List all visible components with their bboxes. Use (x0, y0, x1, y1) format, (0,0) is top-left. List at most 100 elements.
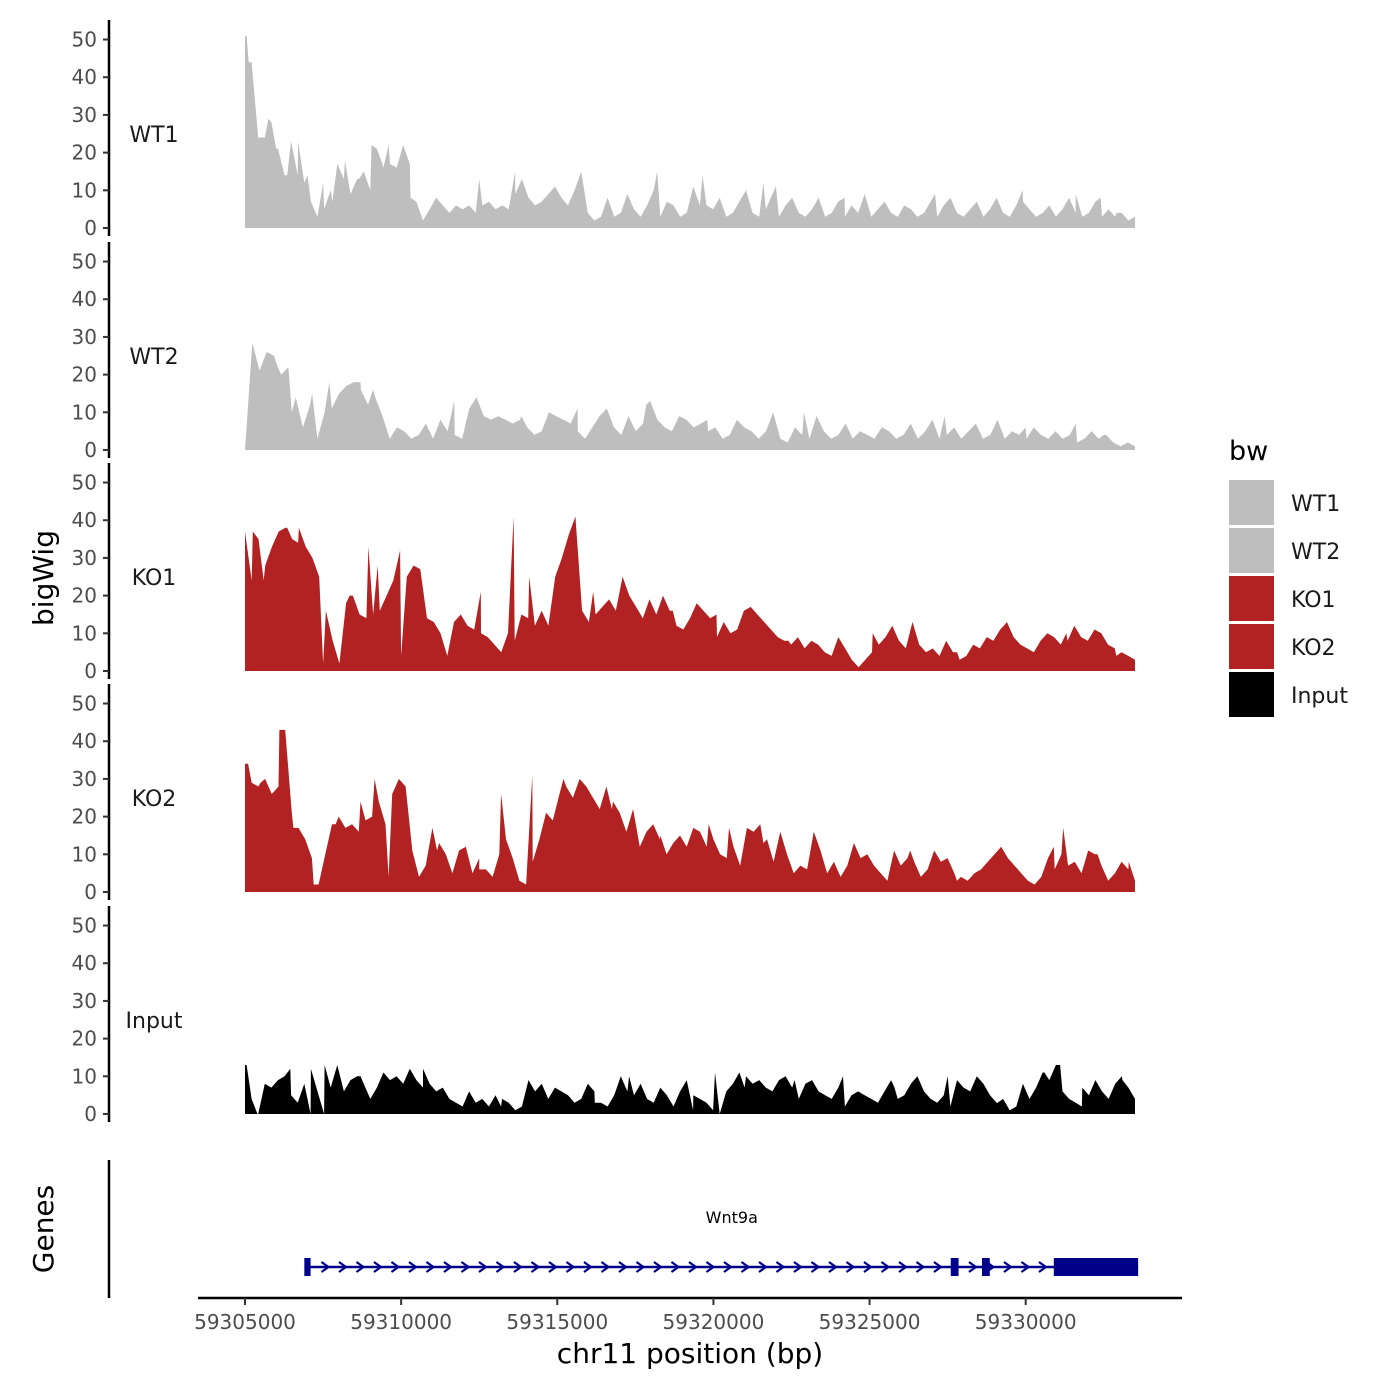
strand-arrow (1003, 1261, 1013, 1273)
y-tick-label: 0 (84, 659, 97, 683)
legend-label: KO2 (1291, 636, 1336, 661)
y-tick-label: 10 (72, 1064, 97, 1088)
y-tick-label: 30 (72, 103, 97, 127)
x-tick-label: 59305000 (194, 1310, 296, 1334)
y-tick-label: 10 (72, 842, 97, 866)
x-tick-label: 59325000 (819, 1310, 921, 1334)
area-ko1 (245, 516, 1135, 671)
track-label-input: Input (126, 1009, 183, 1034)
y-axis-title: bigWig (27, 530, 60, 626)
y-tick-label: 30 (72, 325, 97, 349)
y-tick-label: 50 (72, 250, 97, 274)
strand-arrow (828, 1261, 838, 1273)
strand-arrow (863, 1261, 873, 1273)
x-tick-label: 59330000 (975, 1310, 1077, 1334)
track-label-ko2: KO2 (132, 787, 177, 812)
track-label-ko1: KO1 (132, 566, 177, 591)
y-tick-label: 50 (72, 914, 97, 938)
strand-arrow (408, 1261, 418, 1273)
strand-arrow (355, 1261, 366, 1273)
gene-exon (950, 1258, 959, 1276)
strand-arrow (495, 1261, 506, 1273)
strand-arrow (425, 1261, 436, 1273)
strand-arrow (548, 1261, 558, 1273)
legend-label: WT2 (1291, 540, 1340, 565)
y-tick-label: 0 (84, 880, 97, 904)
strand-arrow (320, 1261, 331, 1273)
legend-label: Input (1291, 684, 1348, 709)
strand-arrow (530, 1261, 541, 1273)
strand-arrow (933, 1261, 943, 1273)
y-tick-label: 10 (72, 400, 97, 424)
gene-wnt9a: Wnt9a (304, 1208, 1139, 1276)
y-tick-label: 0 (84, 1102, 97, 1126)
gene-panel: Wnt9a (107, 1160, 1139, 1298)
y-tick-label: 40 (72, 287, 97, 311)
strand-arrow (1038, 1261, 1048, 1273)
strand-arrow (390, 1261, 401, 1273)
legend-entry-ko2: KO2 (1229, 624, 1336, 669)
y-tick-label: 30 (72, 546, 97, 570)
y-tick-label: 10 (72, 621, 97, 645)
legend-key (1229, 672, 1274, 717)
y-tick-label: 50 (72, 471, 97, 495)
strand-arrow (740, 1261, 751, 1273)
strand-arrow (635, 1261, 646, 1273)
gene-exon (981, 1258, 990, 1276)
strand-arrow (460, 1261, 471, 1273)
x-axis-title: chr11 position (bp) (557, 1337, 823, 1370)
y-tick-label: 30 (72, 767, 97, 791)
y-tick-label: 0 (84, 216, 97, 240)
strand-arrow (513, 1261, 523, 1273)
coverage-tracks: 0 10 20 30 40 50 WT1 0 10 20 30 40 50 WT2 0 10 20 30 40 50 K… (72, 20, 1135, 1126)
y-tick-label: 20 (72, 1027, 97, 1051)
track-label-wt2: WT2 (129, 345, 178, 370)
legend-key (1229, 576, 1274, 621)
track-wt1: 0 10 20 30 40 50 WT1 (72, 20, 1135, 240)
strand-arrow (373, 1261, 383, 1273)
strand-arrow (775, 1261, 786, 1273)
area-wt1 (245, 35, 1135, 228)
gene-exon (304, 1258, 311, 1276)
y-tick-label: 20 (72, 584, 97, 608)
y-tick-label: 10 (72, 178, 97, 202)
strand-arrow (793, 1261, 803, 1273)
y-tick-label: 0 (84, 438, 97, 462)
strand-arrow (338, 1261, 348, 1273)
legend-key (1229, 528, 1274, 573)
legend-key (1229, 480, 1274, 525)
y-tick-label: 40 (72, 65, 97, 89)
strand-arrow (915, 1261, 926, 1273)
strand-arrow (478, 1261, 488, 1273)
y-tick-label: 30 (72, 989, 97, 1013)
x-axis: 59305000 59310000 59315000 59320000 59325000… (194, 1296, 1182, 1334)
gene-name-label: Wnt9a (706, 1208, 758, 1227)
strand-arrow (723, 1261, 733, 1273)
track-input: 0 10 20 30 40 50 Input (72, 906, 1135, 1126)
legend: bw WT1 WT2 KO1 KO2 Input (1229, 436, 1348, 717)
x-tick-label: 59310000 (350, 1310, 452, 1334)
legend-entry-wt2: WT2 (1229, 528, 1340, 573)
genes-axis-title: Genes (27, 1185, 60, 1273)
track-label-wt1: WT1 (129, 123, 178, 148)
x-tick-label: 59320000 (663, 1310, 765, 1334)
strand-arrow (880, 1261, 891, 1273)
y-tick-label: 20 (72, 141, 97, 165)
y-tick-label: 40 (72, 729, 97, 753)
strand-arrow (1020, 1261, 1031, 1273)
strand-arrow (810, 1261, 821, 1273)
track-ko1: 0 10 20 30 40 50 KO1 (72, 463, 1135, 683)
strand-arrow (688, 1261, 698, 1273)
area-wt2 (245, 344, 1135, 450)
x-tick-label: 59315000 (506, 1310, 608, 1334)
legend-entry-ko1: KO1 (1229, 576, 1336, 621)
legend-entry-input: Input (1229, 672, 1348, 717)
y-tick-label: 20 (72, 805, 97, 829)
legend-title: bw (1229, 436, 1268, 467)
strand-arrow (583, 1261, 593, 1273)
y-tick-label: 20 (72, 363, 97, 387)
strand-arrow (670, 1261, 681, 1273)
track-ko2: 0 10 20 30 40 50 KO2 (72, 684, 1135, 904)
y-tick-label: 40 (72, 508, 97, 532)
